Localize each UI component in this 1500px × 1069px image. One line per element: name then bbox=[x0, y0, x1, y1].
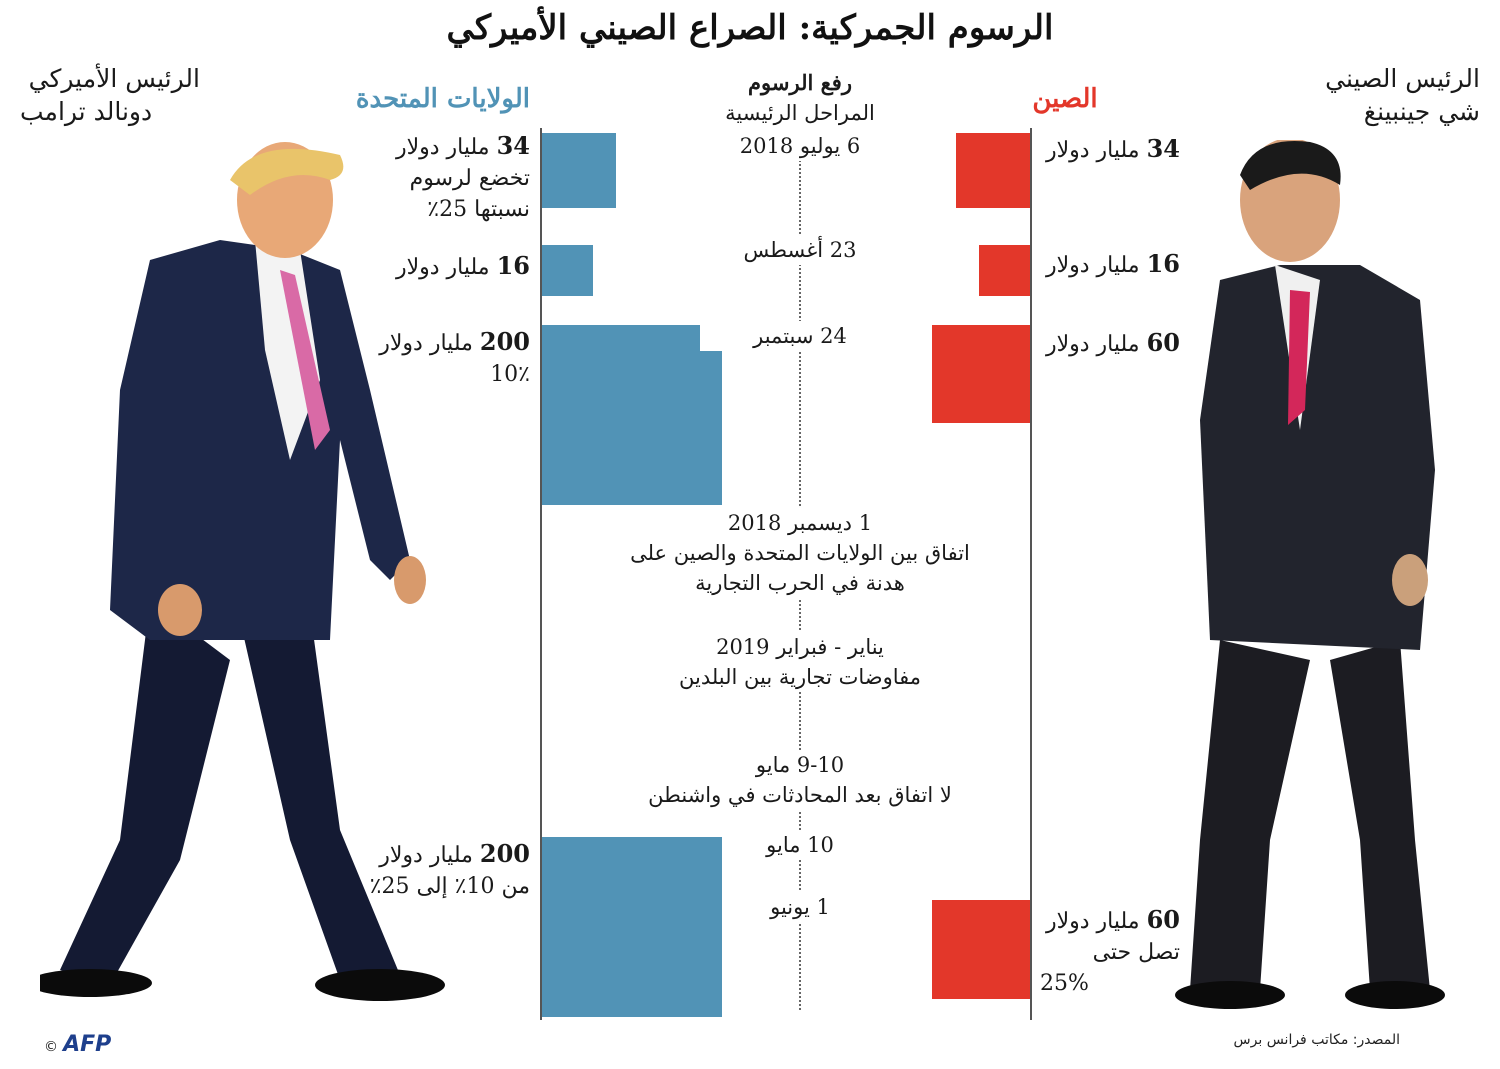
milestone-6-date: 9-10 مايو bbox=[755, 753, 845, 777]
chart-title: الرسوم الجمركية: الصراع الصيني الأميركي bbox=[446, 8, 1054, 48]
afp-brand: AFP bbox=[63, 1032, 112, 1057]
center-header-subtitle: المراحل الرئيسية bbox=[725, 101, 875, 125]
us-leader-title: الرئيس الأميركي bbox=[28, 64, 200, 93]
milestone-4: 1 ديسمبر 2018 اتفاق بين الولايات المتحدة… bbox=[600, 508, 1000, 598]
us-bar-2 bbox=[542, 245, 593, 296]
center-header-title: رفع الرسوم bbox=[748, 70, 852, 95]
us-label-3-unit: مليار دولار bbox=[379, 331, 473, 356]
milestone-1: 6 يوليو 2018 bbox=[700, 131, 900, 161]
us-label-2-unit: مليار دولار bbox=[395, 255, 490, 280]
us-label-3-note1: 10٪ bbox=[490, 362, 530, 387]
us-bar-4 bbox=[542, 837, 722, 1017]
cn-bar-1 bbox=[956, 133, 1030, 208]
us-label-4-note1: من 10٪ إلى 25٪ bbox=[369, 874, 530, 899]
cn-label-1: 34 مليار دولار bbox=[1040, 133, 1180, 166]
us-label-4-unit: مليار دولار bbox=[379, 843, 473, 868]
cn-label-4-value: 60 bbox=[1146, 905, 1180, 934]
milestone-6-line1: لا اتفاق بعد المحادثات في واشنطن bbox=[648, 783, 952, 807]
trump-photo bbox=[40, 140, 460, 1020]
xi-photo bbox=[1160, 140, 1480, 1020]
copyright-symbol: © bbox=[44, 1039, 58, 1055]
milestone-8: 1 يونيو bbox=[722, 892, 878, 922]
cn-label-1-unit: مليار دولار bbox=[1045, 138, 1140, 163]
us-label-2-value: 16 bbox=[496, 251, 530, 280]
cn-column-header: الصين bbox=[1032, 84, 1098, 114]
cn-bar-2 bbox=[979, 245, 1030, 296]
us-label-1-note1: تخضع لرسوم bbox=[409, 166, 530, 191]
cn-axis-line bbox=[1030, 128, 1032, 1020]
cn-label-3: 60 مليار دولار bbox=[1040, 327, 1180, 360]
us-leader-name: دونالد ترامب bbox=[20, 97, 153, 126]
cn-bar-4 bbox=[932, 900, 1030, 999]
milestone-7: 10 مايو bbox=[722, 830, 878, 860]
center-header: رفع الرسوم المراحل الرئيسية bbox=[700, 68, 900, 128]
us-label-1: 34 مليار دولار تخضع لرسوم نسبتها 25٪ bbox=[360, 130, 530, 225]
us-label-4: 200 مليار دولار من 10٪ إلى 25٪ bbox=[340, 838, 530, 902]
milestone-5-line1: مفاوضات تجارية بين البلدين bbox=[678, 665, 922, 689]
cn-label-2: 16 مليار دولار bbox=[1040, 248, 1180, 281]
us-label-1-value: 34 bbox=[496, 131, 530, 160]
us-column-header: الولايات المتحدة bbox=[355, 84, 530, 114]
cn-leader-name: شي جينبينغ bbox=[1363, 97, 1480, 126]
cn-label-4-note1: تصل حتى bbox=[1092, 940, 1180, 965]
us-label-1-note2: نسبتها 25٪ bbox=[427, 197, 530, 222]
us-label-4-value: 200 bbox=[479, 839, 530, 868]
cn-label-4: 60 مليار دولار تصل حتى 25% bbox=[1040, 904, 1180, 999]
milestone-5-date: يناير - فبراير 2019 bbox=[716, 635, 884, 659]
us-label-3: 200 مليار دولار 10٪ bbox=[340, 326, 530, 390]
cn-leader-title: الرئيس الصيني bbox=[1325, 64, 1480, 93]
milestone-3: 24 سبتمبر bbox=[700, 321, 900, 351]
cn-label-2-value: 16 bbox=[1146, 249, 1180, 278]
source-note: المصدر: مكاتب فرانس برس bbox=[1233, 1032, 1400, 1048]
us-bar-3 bbox=[542, 325, 722, 505]
cn-label-3-unit: مليار دولار bbox=[1045, 332, 1140, 357]
cn-bar-3 bbox=[932, 325, 1030, 423]
milestone-2: 23 أغسطس bbox=[700, 235, 900, 265]
milestone-4-date: 1 ديسمبر 2018 bbox=[727, 511, 873, 535]
cn-label-4-unit: مليار دولار bbox=[1045, 909, 1140, 934]
us-axis-line bbox=[540, 128, 542, 1020]
milestone-4-line1: اتفاق بين الولايات المتحدة والصين على bbox=[630, 541, 970, 565]
milestone-5: يناير - فبراير 2019 مفاوضات تجارية بين ا… bbox=[600, 632, 1000, 692]
us-bar-1 bbox=[542, 133, 616, 208]
us-leader-caption: الرئيس الأميركي دونالد ترامب bbox=[20, 62, 200, 128]
afp-logo: © AFP bbox=[44, 1032, 111, 1057]
cn-leader-caption: الرئيس الصيني شي جينبينغ bbox=[1300, 62, 1480, 128]
cn-label-3-value: 60 bbox=[1146, 328, 1180, 357]
us-label-1-unit: مليار دولار bbox=[395, 135, 490, 160]
us-label-2: 16 مليار دولار bbox=[360, 250, 530, 283]
milestone-6: 9-10 مايو لا اتفاق بعد المحادثات في واشن… bbox=[600, 750, 1000, 810]
cn-label-2-unit: مليار دولار bbox=[1045, 253, 1140, 278]
cn-label-4-note2: 25% bbox=[1040, 971, 1089, 996]
us-label-3-value: 200 bbox=[479, 327, 530, 356]
milestone-4-line2: هدنة في الحرب التجارية bbox=[695, 571, 905, 595]
cn-label-1-value: 34 bbox=[1146, 134, 1180, 163]
